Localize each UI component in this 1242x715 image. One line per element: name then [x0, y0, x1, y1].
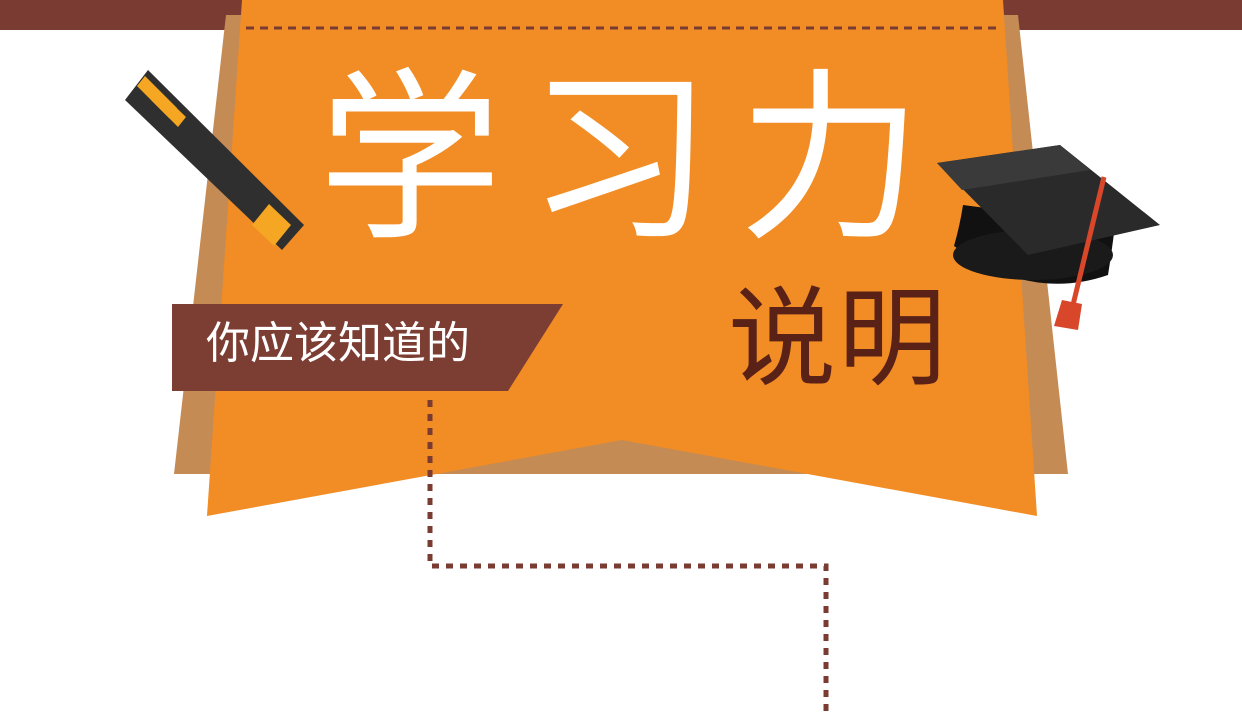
tag-ribbon: [172, 304, 563, 391]
tag-label: 你应该知道的: [206, 318, 470, 369]
graduation-cap-icon: [937, 145, 1160, 330]
dotted-connector: [427, 400, 829, 715]
pencil-icon: [125, 70, 304, 250]
banner-subtitle: 说明: [728, 277, 949, 402]
banner-title: 学习力: [318, 53, 949, 267]
